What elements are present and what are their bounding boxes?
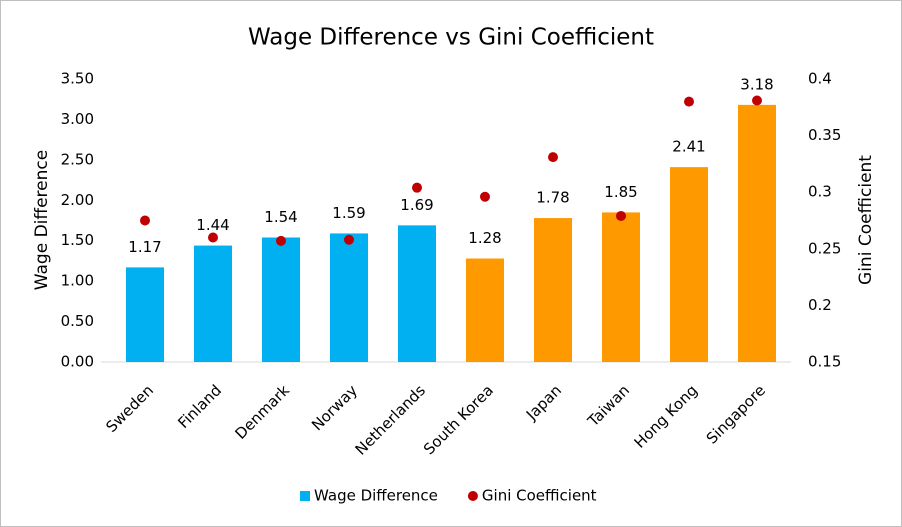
bar (738, 104, 776, 363)
legend-swatch (467, 491, 478, 501)
y2-axis-title: Gini Coefficient (856, 155, 876, 285)
bar (602, 212, 640, 362)
y-tick-label: 3.50 (61, 70, 94, 88)
y-axis-title: Wage Difference (32, 150, 52, 290)
data-label: 1.59 (332, 204, 365, 222)
bar (330, 233, 368, 362)
y-tick-label: 2.00 (61, 191, 94, 209)
y2-tick-label: 0.3 (808, 183, 832, 201)
data-label: 1.85 (604, 183, 637, 201)
y2-tick-label: 0.2 (808, 296, 832, 314)
data-label: 1.44 (196, 216, 229, 234)
bar (670, 167, 708, 362)
data-label: 1.54 (264, 208, 297, 226)
bar (262, 237, 300, 362)
point (412, 182, 422, 193)
data-label: 1.69 (400, 196, 433, 214)
legend-swatch (300, 491, 310, 501)
point (276, 235, 286, 246)
legend-label: Wage Difference (314, 487, 438, 505)
y-tick-label: 0.00 (61, 353, 94, 371)
y-tick-label: 2.50 (61, 150, 94, 168)
bar (194, 245, 232, 362)
point (480, 191, 490, 202)
y2-tick-label: 0.4 (808, 70, 832, 88)
y2-tick-label: 0.15 (808, 353, 841, 371)
data-label: 1.78 (536, 189, 569, 207)
y-tick-label: 3.00 (61, 110, 94, 128)
point (344, 234, 354, 245)
point (616, 210, 626, 221)
data-label: 1.17 (128, 238, 161, 256)
y-tick-label: 0.50 (61, 312, 94, 330)
point (208, 232, 218, 243)
data-label: 2.41 (672, 138, 705, 156)
y-tick-label: 1.50 (61, 231, 94, 249)
chart-title: Wage Difference vs Gini Coefficient (248, 25, 654, 51)
point (140, 215, 150, 226)
bar (466, 258, 504, 362)
y2-tick-label: 0.35 (808, 126, 841, 144)
data-label: 1.28 (468, 229, 501, 247)
bar (126, 267, 164, 362)
point (752, 95, 762, 106)
y2-tick-label: 0.25 (808, 239, 841, 257)
bar (534, 218, 572, 362)
bar (398, 225, 436, 362)
data-label: 3.18 (740, 75, 773, 93)
point (684, 96, 694, 107)
y-tick-label: 1.00 (61, 272, 94, 290)
point (548, 152, 558, 163)
legend-label: Gini Coefficient (482, 487, 597, 505)
